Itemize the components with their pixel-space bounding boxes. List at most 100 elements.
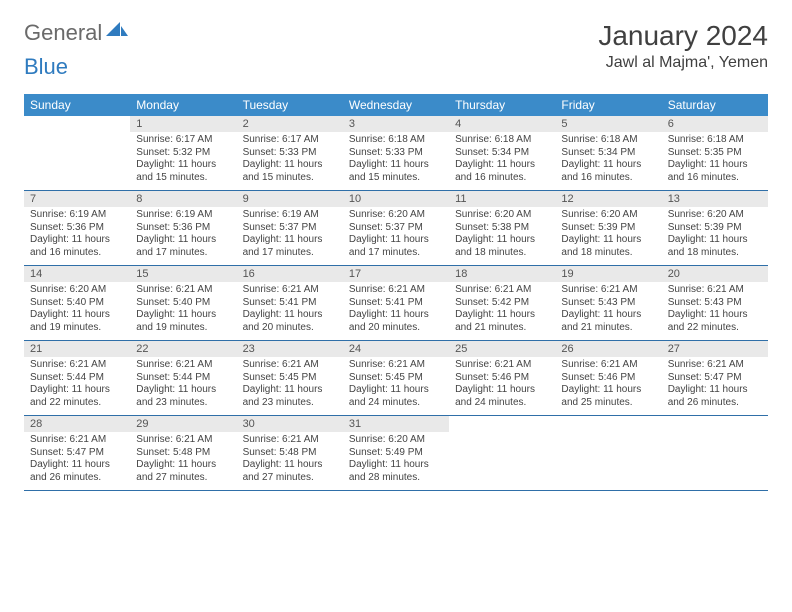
day-ss: Sunset: 5:47 PM [30, 447, 124, 460]
day-ss: Sunset: 5:40 PM [30, 297, 124, 310]
calendar-day-cell: 9Sunrise: 6:19 AMSunset: 5:37 PMDaylight… [237, 191, 343, 266]
weekday-header: Sunday [24, 94, 130, 116]
day-ss: Sunset: 5:43 PM [668, 297, 762, 310]
day-number: 7 [24, 191, 130, 207]
day-d2: and 17 minutes. [136, 247, 230, 260]
day-number: 19 [555, 266, 661, 282]
day-number: 8 [130, 191, 236, 207]
day-d1: Daylight: 11 hours [668, 159, 762, 172]
day-d2: and 16 minutes. [561, 172, 655, 185]
day-sr: Sunrise: 6:18 AM [455, 134, 549, 147]
day-d1: Daylight: 11 hours [561, 234, 655, 247]
day-number: 17 [343, 266, 449, 282]
day-details: Sunrise: 6:21 AMSunset: 5:48 PMDaylight:… [130, 432, 236, 490]
calendar-day-cell [24, 116, 130, 191]
day-d1: Daylight: 11 hours [136, 459, 230, 472]
day-d1: Daylight: 11 hours [30, 459, 124, 472]
day-number: 11 [449, 191, 555, 207]
day-number: 20 [662, 266, 768, 282]
day-d1: Daylight: 11 hours [668, 234, 762, 247]
day-sr: Sunrise: 6:18 AM [349, 134, 443, 147]
calendar-day-cell: 11Sunrise: 6:20 AMSunset: 5:38 PMDayligh… [449, 191, 555, 266]
calendar-day-cell [449, 416, 555, 491]
day-d2: and 24 minutes. [349, 397, 443, 410]
day-sr: Sunrise: 6:19 AM [136, 209, 230, 222]
day-details: Sunrise: 6:21 AMSunset: 5:47 PMDaylight:… [24, 432, 130, 490]
day-details: Sunrise: 6:21 AMSunset: 5:42 PMDaylight:… [449, 282, 555, 340]
day-d1: Daylight: 11 hours [243, 384, 337, 397]
day-d2: and 18 minutes. [561, 247, 655, 260]
day-sr: Sunrise: 6:21 AM [668, 284, 762, 297]
calendar-day-cell: 1Sunrise: 6:17 AMSunset: 5:32 PMDaylight… [130, 116, 236, 191]
day-ss: Sunset: 5:33 PM [349, 147, 443, 160]
day-details: Sunrise: 6:21 AMSunset: 5:46 PMDaylight:… [449, 357, 555, 415]
logo-text-gray: General [24, 20, 102, 46]
day-d1: Daylight: 11 hours [349, 159, 443, 172]
day-details: Sunrise: 6:18 AMSunset: 5:34 PMDaylight:… [449, 132, 555, 190]
day-d1: Daylight: 11 hours [561, 159, 655, 172]
day-details: Sunrise: 6:21 AMSunset: 5:43 PMDaylight:… [662, 282, 768, 340]
day-details: Sunrise: 6:19 AMSunset: 5:37 PMDaylight:… [237, 207, 343, 265]
day-details: Sunrise: 6:19 AMSunset: 5:36 PMDaylight:… [24, 207, 130, 265]
day-number: 4 [449, 116, 555, 132]
day-d1: Daylight: 11 hours [561, 309, 655, 322]
day-details: Sunrise: 6:21 AMSunset: 5:44 PMDaylight:… [24, 357, 130, 415]
logo-text-blue: Blue [24, 54, 68, 80]
calendar-week-row: 7Sunrise: 6:19 AMSunset: 5:36 PMDaylight… [24, 191, 768, 266]
day-d2: and 15 minutes. [136, 172, 230, 185]
calendar-day-cell: 29Sunrise: 6:21 AMSunset: 5:48 PMDayligh… [130, 416, 236, 491]
day-ss: Sunset: 5:37 PM [243, 222, 337, 235]
day-ss: Sunset: 5:46 PM [561, 372, 655, 385]
day-details: Sunrise: 6:20 AMSunset: 5:37 PMDaylight:… [343, 207, 449, 265]
day-d2: and 15 minutes. [349, 172, 443, 185]
day-sr: Sunrise: 6:21 AM [561, 359, 655, 372]
day-sr: Sunrise: 6:21 AM [349, 359, 443, 372]
day-details: Sunrise: 6:18 AMSunset: 5:33 PMDaylight:… [343, 132, 449, 190]
title-block: January 2024 Jawl al Majma', Yemen [598, 20, 768, 72]
day-d2: and 27 minutes. [136, 472, 230, 485]
day-d1: Daylight: 11 hours [243, 234, 337, 247]
day-d1: Daylight: 11 hours [30, 234, 124, 247]
day-d2: and 15 minutes. [243, 172, 337, 185]
day-number: 28 [24, 416, 130, 432]
logo-sail-icon [106, 22, 128, 45]
day-sr: Sunrise: 6:17 AM [243, 134, 337, 147]
day-number: 26 [555, 341, 661, 357]
day-d2: and 26 minutes. [668, 397, 762, 410]
day-d1: Daylight: 11 hours [668, 309, 762, 322]
day-ss: Sunset: 5:37 PM [349, 222, 443, 235]
day-ss: Sunset: 5:38 PM [455, 222, 549, 235]
day-sr: Sunrise: 6:21 AM [30, 434, 124, 447]
day-sr: Sunrise: 6:21 AM [136, 359, 230, 372]
day-d2: and 16 minutes. [30, 247, 124, 260]
day-ss: Sunset: 5:34 PM [561, 147, 655, 160]
day-details: Sunrise: 6:21 AMSunset: 5:44 PMDaylight:… [130, 357, 236, 415]
calendar-day-cell: 2Sunrise: 6:17 AMSunset: 5:33 PMDaylight… [237, 116, 343, 191]
location: Jawl al Majma', Yemen [598, 54, 768, 72]
day-ss: Sunset: 5:41 PM [243, 297, 337, 310]
calendar-day-cell: 13Sunrise: 6:20 AMSunset: 5:39 PMDayligh… [662, 191, 768, 266]
calendar-day-cell: 18Sunrise: 6:21 AMSunset: 5:42 PMDayligh… [449, 266, 555, 341]
day-details: Sunrise: 6:21 AMSunset: 5:48 PMDaylight:… [237, 432, 343, 490]
calendar-day-cell: 3Sunrise: 6:18 AMSunset: 5:33 PMDaylight… [343, 116, 449, 191]
calendar-day-cell [662, 416, 768, 491]
day-sr: Sunrise: 6:21 AM [30, 359, 124, 372]
day-sr: Sunrise: 6:17 AM [136, 134, 230, 147]
day-ss: Sunset: 5:44 PM [30, 372, 124, 385]
day-d1: Daylight: 11 hours [561, 384, 655, 397]
calendar-day-cell: 31Sunrise: 6:20 AMSunset: 5:49 PMDayligh… [343, 416, 449, 491]
day-number: 12 [555, 191, 661, 207]
day-sr: Sunrise: 6:18 AM [561, 134, 655, 147]
day-ss: Sunset: 5:45 PM [349, 372, 443, 385]
day-ss: Sunset: 5:45 PM [243, 372, 337, 385]
day-d1: Daylight: 11 hours [349, 384, 443, 397]
day-number: 22 [130, 341, 236, 357]
weekday-header: Tuesday [237, 94, 343, 116]
calendar-day-cell: 30Sunrise: 6:21 AMSunset: 5:48 PMDayligh… [237, 416, 343, 491]
calendar-day-cell: 7Sunrise: 6:19 AMSunset: 5:36 PMDaylight… [24, 191, 130, 266]
day-d2: and 16 minutes. [668, 172, 762, 185]
logo: General [24, 20, 130, 46]
day-d2: and 21 minutes. [455, 322, 549, 335]
day-details: Sunrise: 6:21 AMSunset: 5:40 PMDaylight:… [130, 282, 236, 340]
day-number: 15 [130, 266, 236, 282]
